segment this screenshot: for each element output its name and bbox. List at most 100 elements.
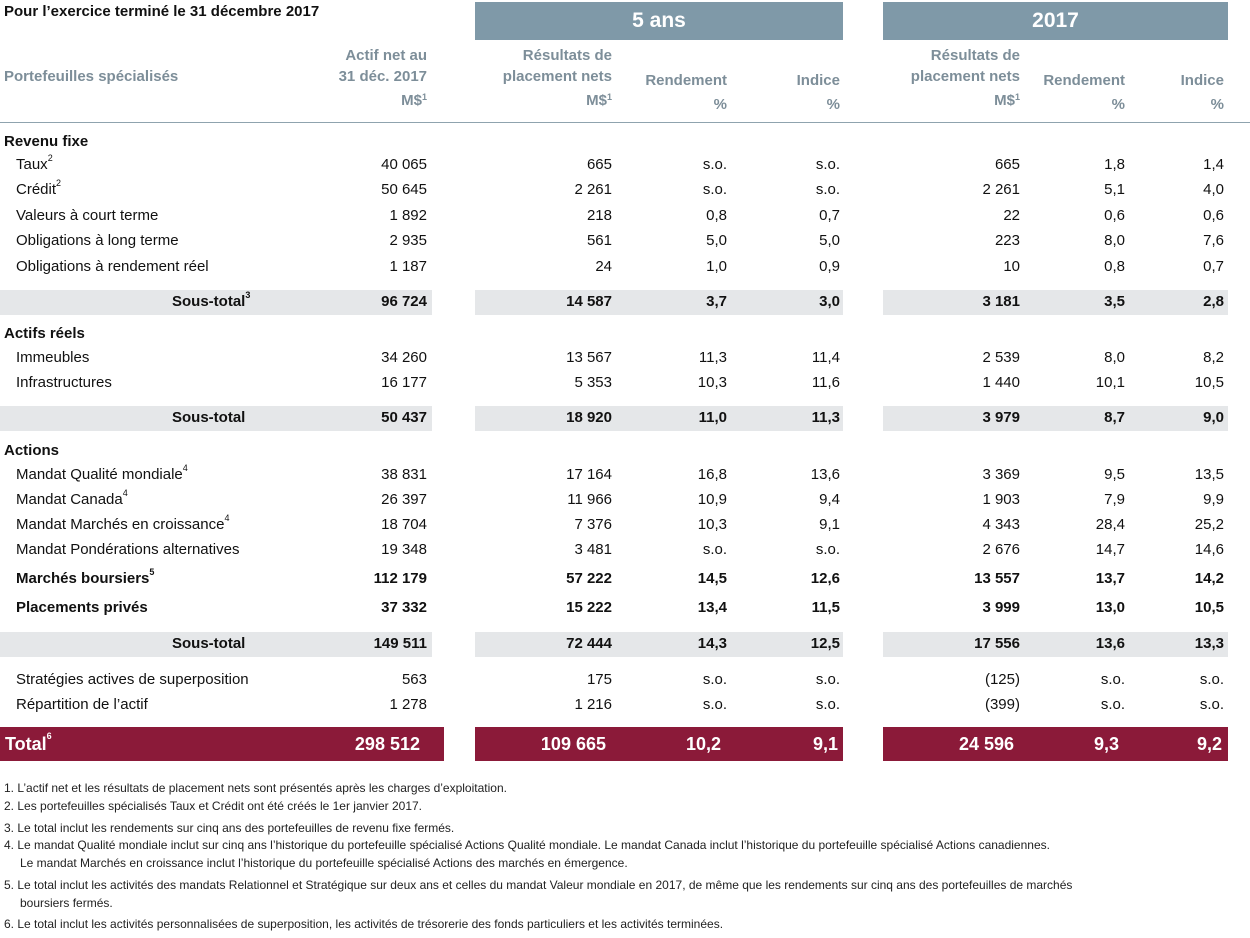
row-label: Infrastructures [16,374,112,391]
group-header-2017: 2017 [883,2,1228,40]
cell-value: 1 892 [389,207,427,224]
subtotal-band [0,406,432,431]
cell-value: 13 567 [566,349,612,366]
cell-value: 11,5 [811,599,840,616]
subtotal-label: Sous-total3 [172,290,251,310]
total-value: 24 596 [958,734,1014,754]
cell-value: 5,0 [819,232,840,249]
cell-value: s.o. [815,671,840,688]
cell-value: s.o. [815,181,840,198]
cell-value: 34 260 [381,349,427,366]
header-line: % [826,96,840,113]
total-value: 9,2 [1196,734,1222,754]
cell-value: 665 [994,156,1020,173]
cell-value: 2 261 [574,181,612,198]
cell-value: 10,5 [1194,374,1224,391]
header-divider [0,122,1250,123]
cell-value: 13,5 [1194,466,1224,483]
cell-value: 1,8 [1104,156,1125,173]
row-label-text: Placements privés [16,599,148,616]
cell-value: 10,3 [697,374,727,391]
cell-value: 0,8 [706,207,727,224]
total-label-text: Total [5,734,47,754]
cell-value: 14,3 [697,635,727,652]
row-label-text: Crédit [16,181,57,198]
footnote-ref: 4 [122,488,128,498]
column-header-return-y: Rendement% [985,70,1125,115]
cell-value: 5,0 [706,232,727,249]
row-label-text: Actifs réels [4,325,85,342]
cell-value: 9,9 [1203,491,1224,508]
cell-value: 10,5 [1194,599,1224,616]
footnote-ref: 1 [1014,92,1020,102]
header-line: % [1111,96,1125,113]
header-line: % [713,96,727,113]
column-header-net-assets: Actif net au 31 déc. 2017 M$1 [287,45,427,111]
header-line: Résultats de [930,47,1020,64]
cell-value: 8,2 [1203,349,1224,366]
row-label: Mandat Qualité mondiale4 [16,463,188,483]
footnote: 1. L’actif net et les résultats de place… [4,781,507,795]
cell-value: 0,7 [1203,258,1224,275]
cell-value: 13,0 [1095,599,1125,616]
cell-value: 0,6 [1203,207,1224,224]
cell-value: 10 [1003,258,1020,275]
cell-value: 11,0 [698,409,727,426]
row-label-text: Obligations à rendement réel [16,258,209,275]
cell-value: 1 903 [982,491,1020,508]
cell-value: 9,1 [819,516,840,533]
header-unit: M$1 [880,90,1020,111]
cell-value: 11,6 [811,374,840,391]
cell-value: 40 065 [381,156,427,173]
header-unit: M$1 [472,90,612,111]
footnote-ref: 3 [245,290,251,300]
cell-value: 2 261 [982,181,1020,198]
total-value: 109 665 [540,734,606,754]
total-band [0,727,444,761]
cell-value: 57 222 [566,570,612,587]
cell-value: 38 831 [381,466,427,483]
group-header-5-years: 5 ans [475,2,843,40]
cell-value: 11,3 [698,349,727,366]
total-value: 10,2 [685,734,721,754]
cell-value: 3,5 [1104,293,1125,310]
row-label-text: Marchés boursiers [16,570,150,587]
row-label: Immeubles [16,349,89,366]
cell-value: 8,7 [1104,409,1125,426]
cell-value: 28,4 [1095,516,1125,533]
footnote-ref: 1 [606,92,612,102]
cell-value: 7,9 [1104,491,1125,508]
cell-value: 5 353 [574,374,612,391]
cell-value: 11,3 [811,409,840,426]
row-label-text: Mandat Canada [16,491,123,508]
cell-value: 16,8 [697,466,727,483]
cell-value: 13,3 [1194,635,1224,652]
total-label: Total6 [5,731,52,755]
cell-value: 0,9 [819,258,840,275]
cell-value: 1 278 [389,696,427,713]
cell-value: 563 [401,671,427,688]
row-label-text: Obligations à long terme [16,232,179,249]
cell-value: 18 704 [381,516,427,533]
row-label-text: Sous-total [172,293,246,310]
cell-value: 37 332 [381,599,427,616]
cell-value: s.o. [815,156,840,173]
row-label-text: Mandat Qualité mondiale [16,466,183,483]
cell-value: 0,7 [819,207,840,224]
footnote: 3. Le total inclut les rendements sur ci… [4,821,455,835]
footnote: 5. Le total inclut les activités des man… [4,878,1073,892]
cell-value: 18 920 [566,409,612,426]
subtotal-band [475,290,843,315]
total-value: 9,3 [1093,734,1119,754]
row-label: Marchés boursiers5 [16,567,154,587]
cell-value: 3,7 [706,293,727,310]
cell-value: 12,5 [810,635,840,652]
row-label-text: Immeubles [16,349,90,366]
cell-value: 8,0 [1104,349,1125,366]
total-band [475,727,843,761]
row-label: Obligations à long terme [16,232,179,249]
header-line: Rendement [1043,72,1125,89]
row-label: Répartition de l’actif [16,696,148,713]
footnote-ref: 2 [47,153,53,163]
cell-value: 9,5 [1104,466,1125,483]
